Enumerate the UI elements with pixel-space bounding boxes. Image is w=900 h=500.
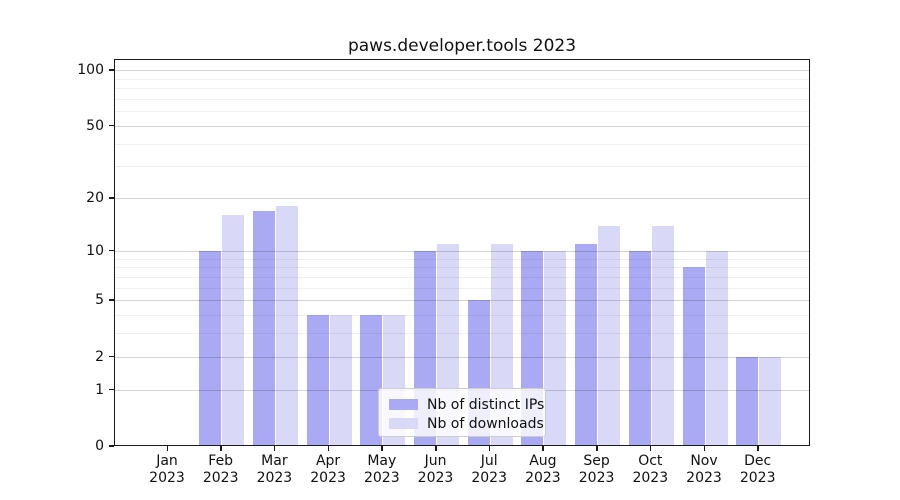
bar-ips-mar — [252, 210, 275, 445]
bar-downloads-sep — [598, 225, 621, 445]
x-tick-label: Jul 2023 — [471, 453, 507, 486]
x-tick — [220, 446, 222, 451]
bar-downloads-mar — [275, 206, 298, 445]
chart-title: paws.developer.tools 2023 — [347, 36, 577, 56]
legend-swatch-downloads-icon — [389, 418, 418, 429]
x-tick-label: Dec 2023 — [739, 453, 776, 486]
x-tick — [488, 446, 491, 451]
bar-downloads-aug — [544, 250, 567, 445]
bar-ips-nov — [682, 267, 705, 445]
x-tick — [381, 446, 383, 451]
y-tick-label: 20 — [86, 190, 104, 207]
x-tick-label: Aug 2023 — [525, 453, 561, 486]
legend-row-downloads: Nb of downloads — [389, 414, 545, 433]
y-tick — [109, 69, 114, 71]
minor-gridline — [115, 111, 809, 113]
y-tick — [109, 445, 114, 447]
major-gridline — [115, 198, 809, 200]
legend-swatch-distinct-ips-icon — [389, 399, 418, 410]
minor-gridline — [115, 78, 809, 80]
x-tick-label: Sep 2023 — [578, 453, 615, 486]
x-tick — [273, 446, 276, 451]
bar-ips-apr — [306, 314, 329, 445]
y-tick — [109, 197, 114, 199]
x-tick — [703, 446, 705, 451]
x-tick — [327, 446, 330, 451]
y-tick-label: 100 — [77, 62, 104, 79]
x-tick-label: Feb 2023 — [202, 453, 239, 486]
x-tick-label: Nov 2023 — [686, 453, 722, 486]
x-tick — [166, 446, 168, 451]
bar-downloads-oct — [651, 225, 674, 445]
y-tick-label: 10 — [86, 242, 104, 259]
bar-ips-dec — [736, 356, 759, 445]
x-tick-label: Jun 2023 — [417, 453, 454, 486]
y-tick — [109, 355, 114, 358]
bar-ips-may — [360, 314, 383, 445]
y-tick — [109, 299, 114, 301]
y-tick — [109, 388, 114, 391]
bar-downloads-feb — [222, 215, 245, 445]
bar-ips-sep — [575, 243, 598, 445]
y-tick-label: 0 — [95, 438, 104, 454]
legend-label-distinct-ips: Nb of distinct IPs — [427, 396, 545, 413]
bar-ips-oct — [628, 250, 651, 445]
y-tick-label: 2 — [95, 348, 104, 365]
legend-row-distinct-ips: Nb of distinct IPs — [389, 395, 545, 414]
bar-ips-feb — [199, 250, 222, 445]
major-gridline — [115, 70, 809, 72]
minor-gridline — [115, 88, 809, 90]
minor-gridline — [115, 166, 809, 168]
x-tick — [435, 446, 437, 451]
y-tick — [109, 249, 114, 252]
y-tick-label: 5 — [95, 292, 104, 309]
bar-downloads-dec — [759, 356, 782, 445]
x-tick-label: Jan 2023 — [149, 453, 185, 486]
bar-downloads-apr — [329, 314, 352, 445]
x-tick-label: Mar 2023 — [256, 453, 293, 486]
y-tick — [109, 124, 114, 127]
x-tick-label: Apr 2023 — [310, 453, 346, 486]
x-tick — [542, 446, 544, 451]
bar-downloads-nov — [705, 250, 728, 445]
legend: Nb of distinct IPs Nb of downloads — [378, 388, 546, 437]
x-tick — [757, 446, 759, 451]
x-tick-label: May 2023 — [363, 453, 400, 486]
x-tick — [596, 446, 598, 451]
x-tick — [649, 446, 652, 451]
x-tick-label: Oct 2023 — [632, 453, 669, 486]
major-gridline — [115, 125, 809, 127]
legend-label-downloads: Nb of downloads — [427, 415, 544, 432]
y-tick-label: 1 — [95, 381, 104, 398]
minor-gridline — [115, 98, 809, 100]
minor-gridline — [115, 143, 809, 145]
y-tick-label: 50 — [86, 117, 104, 134]
